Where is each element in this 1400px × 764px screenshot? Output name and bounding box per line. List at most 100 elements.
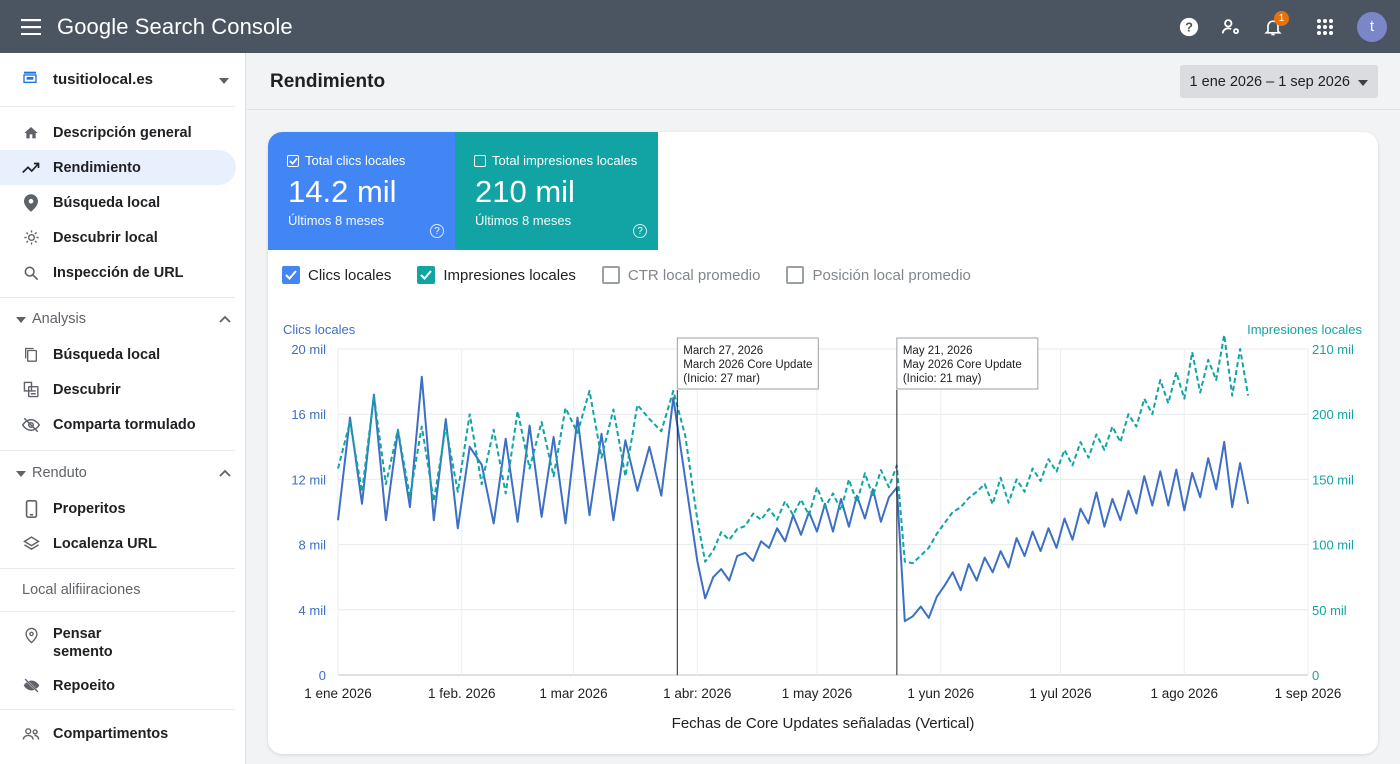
toggle-clicks[interactable]: Clics locales — [282, 266, 391, 284]
annotation-box — [676, 337, 819, 390]
y-axis-title-right: Impresiones locales — [1247, 322, 1362, 337]
sidebar-item-analysis-local-search[interactable]: Búsqueda local — [0, 337, 245, 372]
toggle-position[interactable]: Posición local promedio — [786, 266, 971, 284]
metric-tile-impressions[interactable]: Total impresiones locales 210 mil Último… — [455, 132, 658, 250]
property-selector[interactable]: tusitiolocal.es — [0, 53, 235, 107]
sidebar-item-properitos[interactable]: Properitos — [0, 491, 245, 526]
sidebar-item-discover[interactable]: Descubrir — [0, 372, 245, 407]
location-pin-icon — [22, 193, 40, 212]
annotation-text: May 2026 Core Update — [903, 359, 1022, 371]
sidebar-item-url-inspection[interactable]: Inspección de URL — [0, 255, 245, 290]
chart-svg: 0 4 mil 8 mil 12 mil 16 mil 20 mil 0 50 mil 100 … — [283, 322, 1362, 701]
sidebar-item-label: Properitos — [53, 500, 126, 517]
sidebar-item-local-search[interactable]: Búsqueda local — [0, 185, 245, 220]
sidebar-item-label: Pensar semento — [53, 626, 113, 660]
toggle-label: CTR local promedio — [627, 266, 761, 284]
sidebar-item-compartimentos[interactable]: Compartimentos — [0, 716, 245, 751]
menu-icon[interactable] — [16, 12, 46, 42]
help-icon[interactable]: ? — [1171, 9, 1207, 45]
performance-chart: 0 4 mil 8 mil 12 mil 16 mil 20 mil 0 50 mil 100 … — [268, 312, 1378, 754]
chevron-up-icon — [219, 465, 231, 481]
sun-icon — [22, 229, 40, 247]
help-icon[interactable]: ? — [430, 224, 444, 238]
sidebar-item-repoeito[interactable]: Repoeito — [0, 668, 245, 703]
apps-grid-icon[interactable] — [1307, 9, 1343, 45]
annotation-text: March 27, 2026 — [683, 345, 763, 357]
sidebar-item-label: Repoeito — [53, 677, 116, 694]
page-header: Rendimiento 1 ene 2026 – 1 sep 2026 — [247, 53, 1400, 110]
sidebar-item-label: Búsqueda local — [53, 194, 161, 211]
annotation-box — [896, 337, 1039, 390]
y-tick-label-left: 20 mil — [291, 342, 326, 357]
x-tick-label: 1 ago 2026 — [1150, 686, 1218, 701]
date-range-selector[interactable]: 1 ene 2026 – 1 sep 2026 — [1179, 65, 1378, 98]
checkbox-checked-icon — [287, 154, 299, 167]
x-axis-title: Fechas de Core Updates señaladas (Vertic… — [671, 715, 975, 732]
sidebar-item-label: Comparta tormulado — [53, 416, 196, 433]
sidebar-item-discover-local[interactable]: Descubrir local — [0, 220, 245, 255]
sidebar-item-label: Descubrir local — [53, 229, 158, 246]
top-app-bar: Google Search Console ? 1 t — [0, 0, 1400, 53]
y-tick-label-right: 200 mil — [1312, 407, 1354, 422]
core-update-annotation: March 27, 2026 March 2026 Core Update (Ini… — [676, 337, 819, 390]
divider — [0, 297, 235, 298]
sidebar-item-share[interactable]: Comparta tormulado — [0, 407, 245, 442]
pin-outline-icon — [22, 626, 40, 644]
hidden-icon — [22, 416, 40, 434]
sidebar-item-performance[interactable]: Rendimiento — [0, 150, 236, 185]
dropdown-caret-icon — [1358, 74, 1368, 90]
page-title: Rendimiento — [270, 71, 386, 92]
y-tick-label-left: 16 mil — [291, 407, 326, 422]
x-tick-label: 1 feb. 2026 — [428, 686, 496, 701]
no-visibility-icon — [22, 677, 40, 695]
x-tick-label: 1 mar 2026 — [539, 686, 607, 701]
series-line-clicks — [337, 375, 1250, 623]
sidebar-item-label: Localenza URL — [53, 535, 157, 552]
help-icon[interactable]: ? — [633, 224, 647, 238]
sidebar-item-label: Descripción general — [53, 124, 192, 141]
annotation-text: (Inicio: 27 mar) — [683, 373, 760, 385]
sidebar-item-label: Inspección de URL — [53, 264, 184, 281]
y-tick-label-right: 150 mil — [1312, 472, 1354, 487]
metric-period: Últimos 8 meses — [475, 213, 572, 228]
nav-group-renduto[interactable]: Renduto — [0, 455, 245, 491]
x-tick-label: 1 ene 2026 — [304, 686, 372, 701]
caret-down-icon — [16, 465, 26, 481]
sidebar-item-label: Búsqueda local — [53, 346, 161, 363]
app-title: Google Search Console — [57, 13, 293, 39]
y-tick-label-right: 100 mil — [1312, 538, 1354, 553]
account-avatar[interactable]: t — [1357, 11, 1387, 42]
annotation-text: March 2026 Core Update — [683, 359, 812, 371]
x-tick-label: 1 may 2026 — [782, 686, 853, 701]
dropdown-caret-icon — [219, 71, 229, 89]
discover-icon — [22, 381, 40, 399]
checkbox-empty-icon — [474, 154, 486, 167]
y-tick-label-right: 50 mil — [1312, 603, 1347, 618]
metric-period: Últimos 8 meses — [288, 213, 385, 228]
people-icon — [22, 725, 40, 743]
sidebar-item-pensar-semento[interactable]: Pensar semento — [0, 618, 245, 668]
sidebar-item-overview[interactable]: Descripción general — [0, 115, 245, 150]
divider — [0, 450, 235, 451]
nav-group-analysis[interactable]: Analysis — [0, 301, 245, 337]
manage-accounts-icon[interactable] — [1213, 9, 1249, 45]
metric-label: Total clics locales — [305, 153, 406, 168]
copy-icon — [22, 346, 40, 364]
toggle-impressions[interactable]: Impresiones locales — [417, 266, 576, 284]
metric-toggles: Clics locales Impresiones locales CTR lo… — [282, 264, 997, 286]
toggle-ctr[interactable]: CTR local promedio — [601, 266, 761, 284]
sidebar-item-localenza-url[interactable]: Localenza URL — [0, 526, 245, 561]
trending-up-icon — [22, 159, 40, 177]
search-icon — [22, 264, 40, 282]
metric-tile-clicks[interactable]: Total clics locales 14.2 mil Últimos 8 m… — [268, 132, 455, 250]
home-icon — [22, 124, 40, 142]
bell-icon[interactable]: 1 — [1255, 9, 1291, 45]
y-tick-label-left: 4 mil — [299, 603, 327, 618]
sidebar: tusitiolocal.es Descripción general Rend… — [0, 53, 246, 764]
x-tick-label: 1 yun 2026 — [907, 686, 974, 701]
layers-icon — [22, 535, 40, 553]
x-tick-label: 1 yul 2026 — [1029, 686, 1091, 701]
x-tick-label: 1 sep 2026 — [1275, 686, 1342, 701]
toggle-label: Impresiones locales — [443, 266, 576, 284]
annotation-text: (Inicio: 21 may) — [903, 373, 982, 385]
